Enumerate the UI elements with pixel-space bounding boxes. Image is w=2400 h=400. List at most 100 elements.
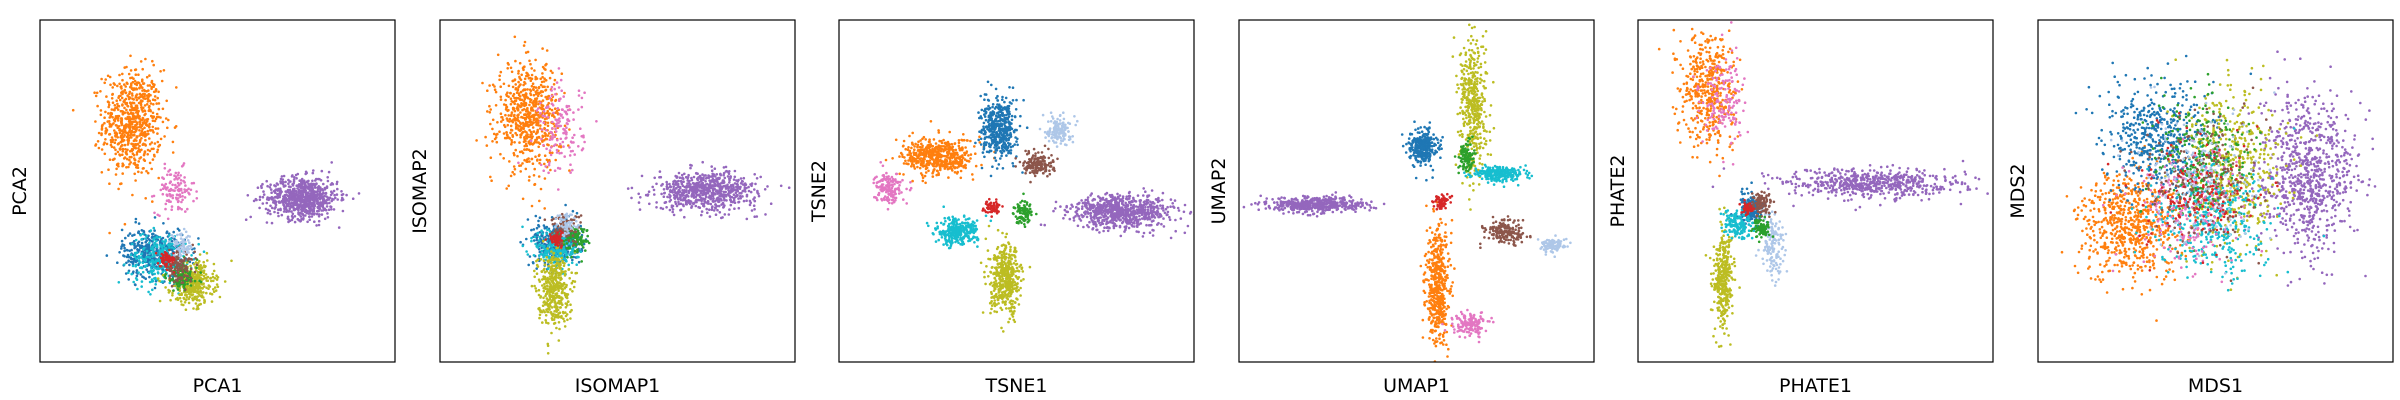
scatter-point	[195, 281, 198, 285]
scatter-point	[147, 290, 150, 294]
scatter-point	[673, 196, 676, 200]
scatter-point	[638, 208, 642, 211]
scatter-point	[700, 202, 704, 205]
scatter-point	[157, 102, 161, 105]
scatter-point	[125, 117, 128, 121]
scatter-point	[637, 192, 640, 196]
scatter-point	[718, 192, 722, 195]
scatter-point	[580, 148, 584, 152]
scatter-point	[179, 182, 183, 185]
scatter-point	[529, 130, 533, 134]
scatter-point	[554, 98, 558, 102]
scatter-point	[143, 97, 147, 100]
scatter-point	[527, 135, 531, 139]
scatter-point	[722, 171, 726, 175]
scatter-point	[330, 161, 334, 164]
scatter-point	[131, 94, 134, 97]
scatter-point	[539, 187, 543, 191]
scatter-point	[103, 116, 106, 119]
scatter-point	[328, 201, 331, 205]
scatter-point	[149, 293, 152, 296]
scatter-point	[560, 72, 564, 75]
scatter-point	[131, 152, 135, 155]
scatter-point	[161, 273, 165, 277]
scatter-point	[523, 80, 526, 84]
scatter-point	[290, 218, 294, 222]
scatter-point	[568, 169, 571, 172]
scatter-point	[734, 191, 738, 194]
scatter-point	[716, 208, 719, 212]
scatter-point	[513, 153, 516, 157]
scatter-point	[291, 212, 295, 216]
scatter-point	[737, 200, 741, 204]
scatter-point	[327, 198, 331, 201]
scatter-point	[727, 213, 731, 216]
scatter-point	[151, 245, 154, 248]
scatter-point	[108, 182, 111, 185]
scatter-point	[164, 239, 167, 243]
scatter-point	[172, 271, 176, 274]
scatter-point	[265, 179, 269, 183]
scatter-point	[147, 106, 151, 109]
scatter-point	[553, 115, 556, 119]
scatter-point	[136, 287, 139, 291]
scatter-point	[129, 130, 133, 133]
scatter-point	[321, 206, 325, 209]
scatter-point	[172, 235, 175, 238]
scatter-point	[545, 137, 549, 141]
scatter-point	[558, 167, 562, 170]
scatter-point	[129, 161, 132, 164]
scatter-point	[676, 182, 680, 186]
scatter-point	[732, 184, 735, 188]
scatter-point	[537, 136, 541, 139]
scatter-point	[181, 198, 184, 202]
scatter-point	[702, 197, 705, 200]
scatter-point	[668, 208, 672, 212]
scatter-point	[184, 210, 187, 213]
scatter-point	[176, 271, 180, 275]
scatter-point	[769, 202, 773, 205]
scatter-point	[713, 167, 717, 170]
scatter-point	[710, 206, 714, 209]
scatter-point	[107, 105, 110, 109]
scatter-point	[108, 231, 111, 235]
scatter-point	[341, 209, 345, 213]
scatter-point	[152, 269, 155, 272]
scatter-point	[154, 277, 157, 281]
scatter-point	[184, 298, 188, 302]
scatter-point	[160, 249, 163, 252]
scatter-point	[549, 130, 552, 134]
scatter-point	[563, 91, 566, 95]
scatter-point	[178, 296, 182, 300]
scatter-point	[159, 239, 162, 243]
scatter-point	[122, 243, 126, 247]
scatter-point	[128, 118, 132, 122]
scatter-point	[671, 210, 674, 214]
scatter-point	[276, 189, 280, 192]
scatter-point	[320, 169, 324, 173]
cluster-2-points	[517, 67, 598, 191]
scatter-point	[156, 272, 160, 275]
scatter-point	[694, 199, 698, 203]
scatter-point	[327, 170, 331, 174]
scatter-point	[149, 269, 153, 272]
scatter-point	[223, 280, 227, 283]
scatter-point	[118, 98, 122, 102]
scatter-point	[743, 186, 747, 190]
scatter-point	[725, 199, 728, 202]
scatter-point	[202, 291, 205, 294]
scatter-point	[167, 170, 170, 173]
scatter-point	[177, 268, 180, 272]
scatter-point	[499, 152, 502, 156]
scatter-point	[138, 129, 141, 132]
scatter-point	[630, 186, 634, 190]
scatter-point	[128, 124, 132, 127]
scatter-point	[285, 193, 288, 196]
scatter-point	[110, 112, 113, 116]
scatter-point	[140, 171, 143, 174]
scatter-point	[503, 125, 507, 129]
scatter-point	[543, 162, 546, 166]
scatter-point	[297, 185, 301, 188]
scatter-point	[308, 218, 312, 222]
scatter-point	[186, 285, 189, 289]
